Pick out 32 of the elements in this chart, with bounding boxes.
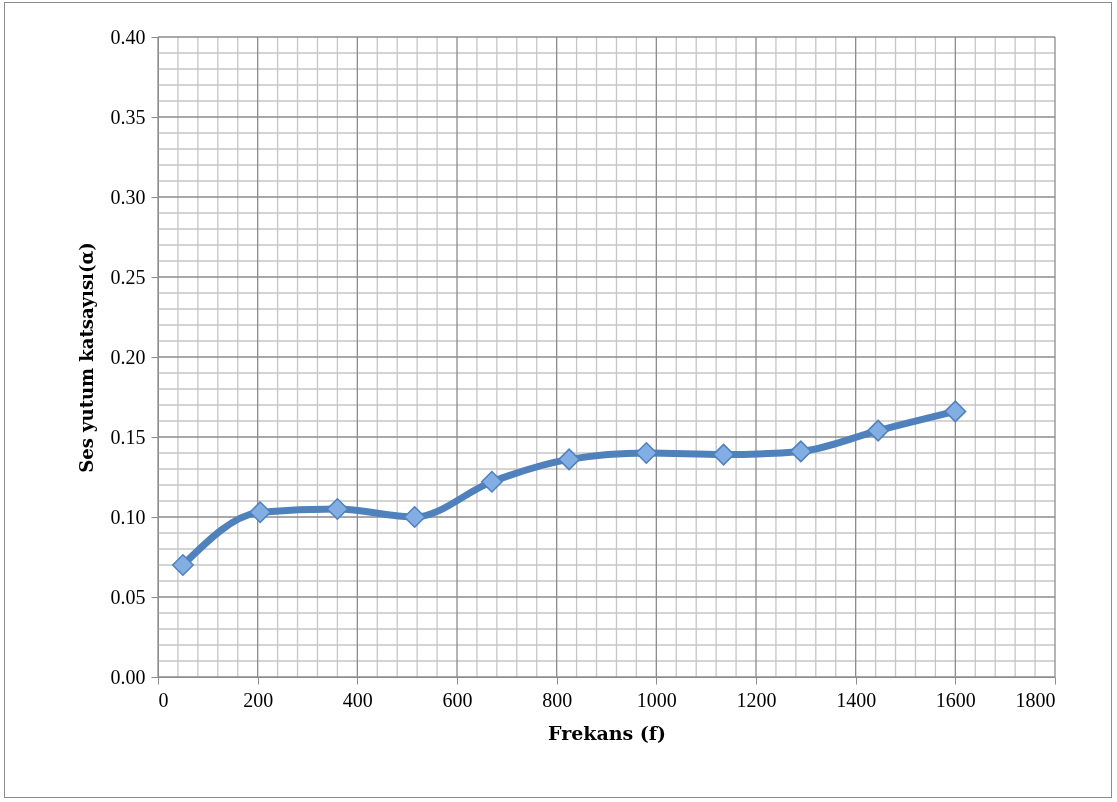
point: [944, 400, 967, 423]
x-tick-label: 1000: [636, 688, 677, 711]
point: [480, 470, 503, 493]
point: [789, 440, 812, 463]
x-tick-label: 200: [243, 688, 274, 711]
point: [326, 498, 349, 520]
y-tick-label: 0.25: [110, 265, 146, 288]
x-tick-label: 400: [342, 688, 373, 711]
y-tick-label: 0.15: [110, 425, 146, 448]
x-axis-title: Frekans (f): [547, 721, 667, 744]
point: [712, 443, 735, 466]
y-axis-title: Ses yutum katsayısı(α): [75, 242, 97, 473]
x-tick-label: 1600: [935, 688, 976, 711]
x-tick-label: 1400: [836, 688, 877, 711]
point: [249, 501, 272, 524]
x-tick-label: 1800: [1015, 688, 1056, 711]
point: [558, 448, 581, 471]
point: [867, 419, 890, 442]
y-tick-label: 0.35: [110, 105, 146, 128]
point: [635, 442, 658, 464]
y-tick-label: 0.00: [110, 665, 146, 688]
y-tick-label: 0.05: [110, 585, 146, 608]
x-tick-label: 1200: [736, 688, 777, 711]
y-tick-label: 0.40: [110, 25, 146, 48]
y-tick-label: 0.30: [110, 185, 146, 208]
x-tick-label: 600: [442, 688, 473, 711]
point: [403, 506, 426, 528]
y-tick-label: 0.20: [110, 345, 146, 368]
x-tick-label: 0: [158, 688, 169, 711]
x-tick-label: 800: [542, 688, 573, 711]
point: [171, 554, 194, 576]
y-tick-label: 0.10: [110, 505, 146, 528]
